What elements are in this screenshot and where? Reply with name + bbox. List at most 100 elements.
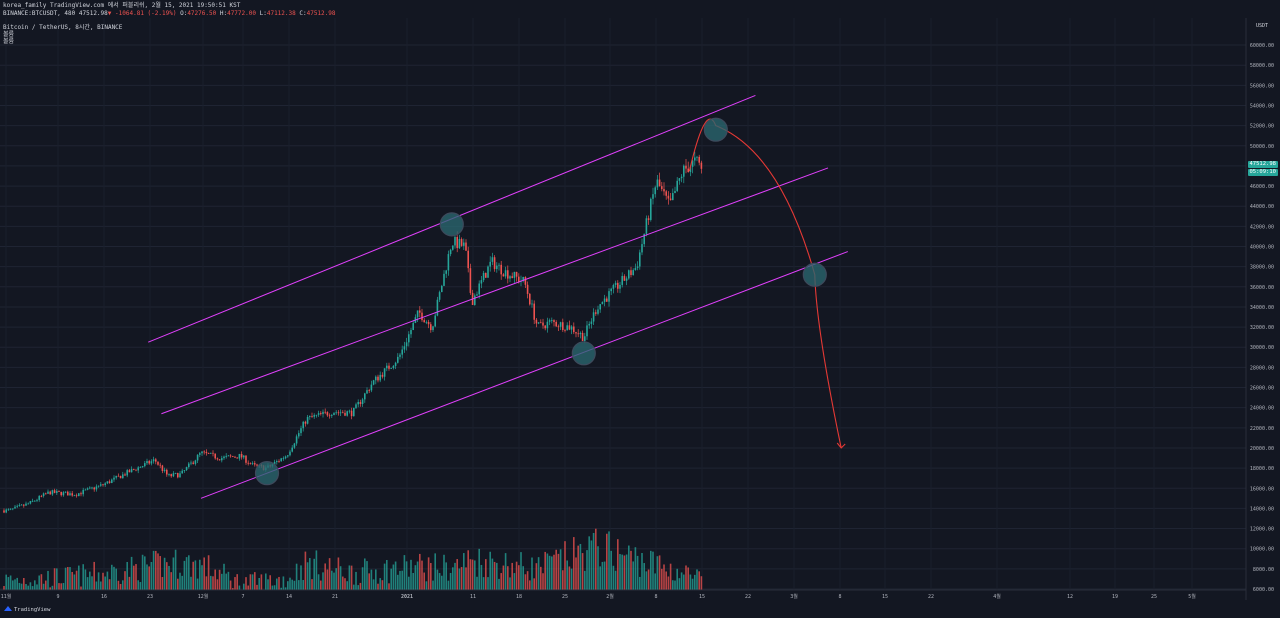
candle-body [661,186,663,190]
candle-body [73,495,76,497]
x-tick-label: 2월 [606,593,614,600]
candle-body [386,365,388,369]
candle-body [243,455,245,458]
y-tick-label: 12000.00 [1250,527,1274,533]
volume-bar [531,557,533,590]
candle-body [654,187,656,195]
candle-body [401,349,403,355]
candle-body [27,503,29,505]
volume-bar [7,577,10,590]
candle-body [577,333,579,335]
volume-bar [295,563,298,590]
close-value: 47512.98 [306,10,336,17]
channel-line-3 [200,251,848,499]
legend-title[interactable]: Bitcoin / TetherUS, 8시간, BINANCE [3,24,122,31]
volume-bar [71,571,73,590]
legend-volume-2[interactable]: 볼륨 [3,38,14,45]
volume-bar [372,579,375,590]
candle-body [236,457,238,459]
volume-bar [146,564,148,590]
volume-bar [421,560,423,590]
volume-bar [302,579,304,590]
candle-body [150,461,153,464]
candle-body [621,276,623,285]
y-tick-label: 10000.00 [1250,547,1274,553]
candle-body [634,267,637,271]
volume-bar [256,584,258,590]
candle-body [192,462,194,464]
candle-body [691,160,694,167]
volume-bar [667,576,670,590]
candle-body [465,242,467,251]
volume-bar [124,571,126,590]
volume-bar [269,575,271,590]
candle-body [700,162,703,169]
x-tick-label: 16 [101,594,107,600]
candle-body [71,493,73,496]
volume-bar [386,559,388,590]
volume-bar [27,585,29,590]
volume-bar [676,568,678,590]
volume-bar [300,565,302,590]
volume-bar [469,559,472,590]
candle-body [630,270,632,276]
volume-bar [526,571,529,590]
volume-bar [447,580,450,590]
low-label: L: [259,10,267,17]
volume-bar [696,569,698,590]
volume-bar [463,553,465,590]
open-label: O: [180,10,188,17]
volume-bar [282,576,285,590]
volume-bar [128,576,131,590]
volume-bar [185,557,188,590]
volume-bar [698,571,700,590]
volume-bar [29,582,32,590]
volume-bar [89,571,91,590]
volume-bar [36,584,38,590]
volume-bar [152,550,155,590]
volume-bar [361,567,364,590]
candle-body [115,475,117,478]
candle-body [575,332,577,334]
volume-bar [258,577,260,590]
volume-bar [278,576,280,590]
volume-bar [218,569,221,590]
candle-body [135,469,137,471]
channel-line-2 [161,167,829,415]
candle-body [460,239,463,246]
candle-body [302,421,304,429]
volume-label: 볼륨 [3,31,15,38]
volume-bar [467,550,469,590]
candle-body [394,362,397,366]
legend-volume-1[interactable]: 볼륨 [3,31,14,38]
volume-bar [625,554,628,590]
candle-body [698,156,700,163]
volume-bar [634,547,637,590]
candle-body [603,298,606,302]
candle-body [683,165,685,177]
volume-bar [636,555,639,590]
volume-bar [608,531,610,590]
candle-body [652,194,654,199]
x-tick-label: 18 [516,594,522,600]
volume-bar [357,585,359,590]
volume-bar [522,566,524,590]
volume-bar [581,553,584,590]
y-tick-label: 20000.00 [1250,446,1274,452]
volume-bar [304,551,307,590]
x-tick-label: 25 [562,594,568,600]
candle-body [139,467,142,468]
y-tick-label: 16000.00 [1250,486,1274,492]
volume-bar [287,581,289,590]
candle-body [584,336,586,341]
candle-body [610,288,612,292]
volume-bar [148,566,150,590]
volume-bar [38,575,40,590]
volume-bar [471,559,474,590]
candle-body [639,252,641,267]
volume-bar [564,541,566,590]
volume-bar [612,565,615,590]
open-value: 47276.50 [187,10,217,17]
volume-bar [126,561,128,590]
